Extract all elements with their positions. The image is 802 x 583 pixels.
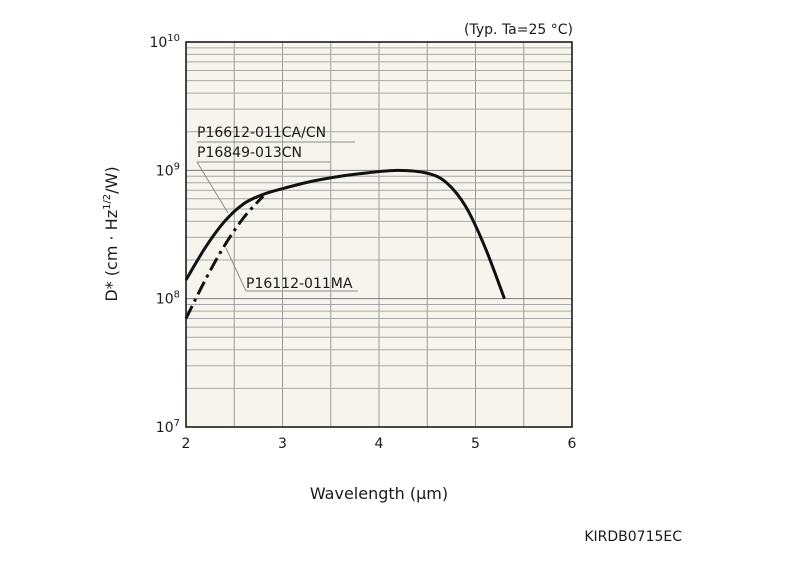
annotation-label-3: P16112-011MA	[246, 276, 353, 292]
annotation-leaders	[196, 141, 358, 292]
y-label-unit: /W)	[102, 166, 121, 193]
y-tick-label: 107	[156, 418, 180, 436]
note-text: (Typ. Ta=25 °C)	[464, 22, 573, 38]
figure-code: KIRDB0715EC	[584, 529, 682, 545]
leader-line	[196, 161, 229, 214]
y-axis-label: D* (cm · Hz1/2/W)	[102, 166, 121, 301]
y-tick-label: 109	[156, 161, 180, 179]
x-tick-label: 5	[471, 436, 480, 452]
leader-line	[225, 247, 247, 292]
grid	[186, 42, 572, 427]
x-tick-label: 6	[568, 436, 577, 452]
x-axis-label: Wavelength (μm)	[310, 484, 448, 503]
y-label-exponent: 1/2	[102, 194, 113, 210]
annotation-label-1: P16612-011CA/CN	[197, 125, 326, 141]
y-tick-labels: 107 108 109 1010	[149, 33, 180, 436]
x-tick-labels: 2 3 4 5 6	[182, 436, 577, 452]
y-tick-label: 108	[156, 290, 180, 308]
series-line-1	[184, 168, 506, 300]
x-tick-label: 4	[375, 436, 384, 452]
series-line-2	[184, 195, 265, 320]
series-group	[184, 168, 506, 320]
x-tick-label: 2	[182, 436, 191, 452]
plot-frame	[185, 41, 573, 428]
y-tick-label: 1010	[149, 33, 180, 51]
annotation-label-2: P16849-013CN	[197, 145, 302, 161]
y-label-main: D* (cm · Hz	[102, 210, 121, 302]
x-tick-label: 3	[278, 436, 287, 452]
